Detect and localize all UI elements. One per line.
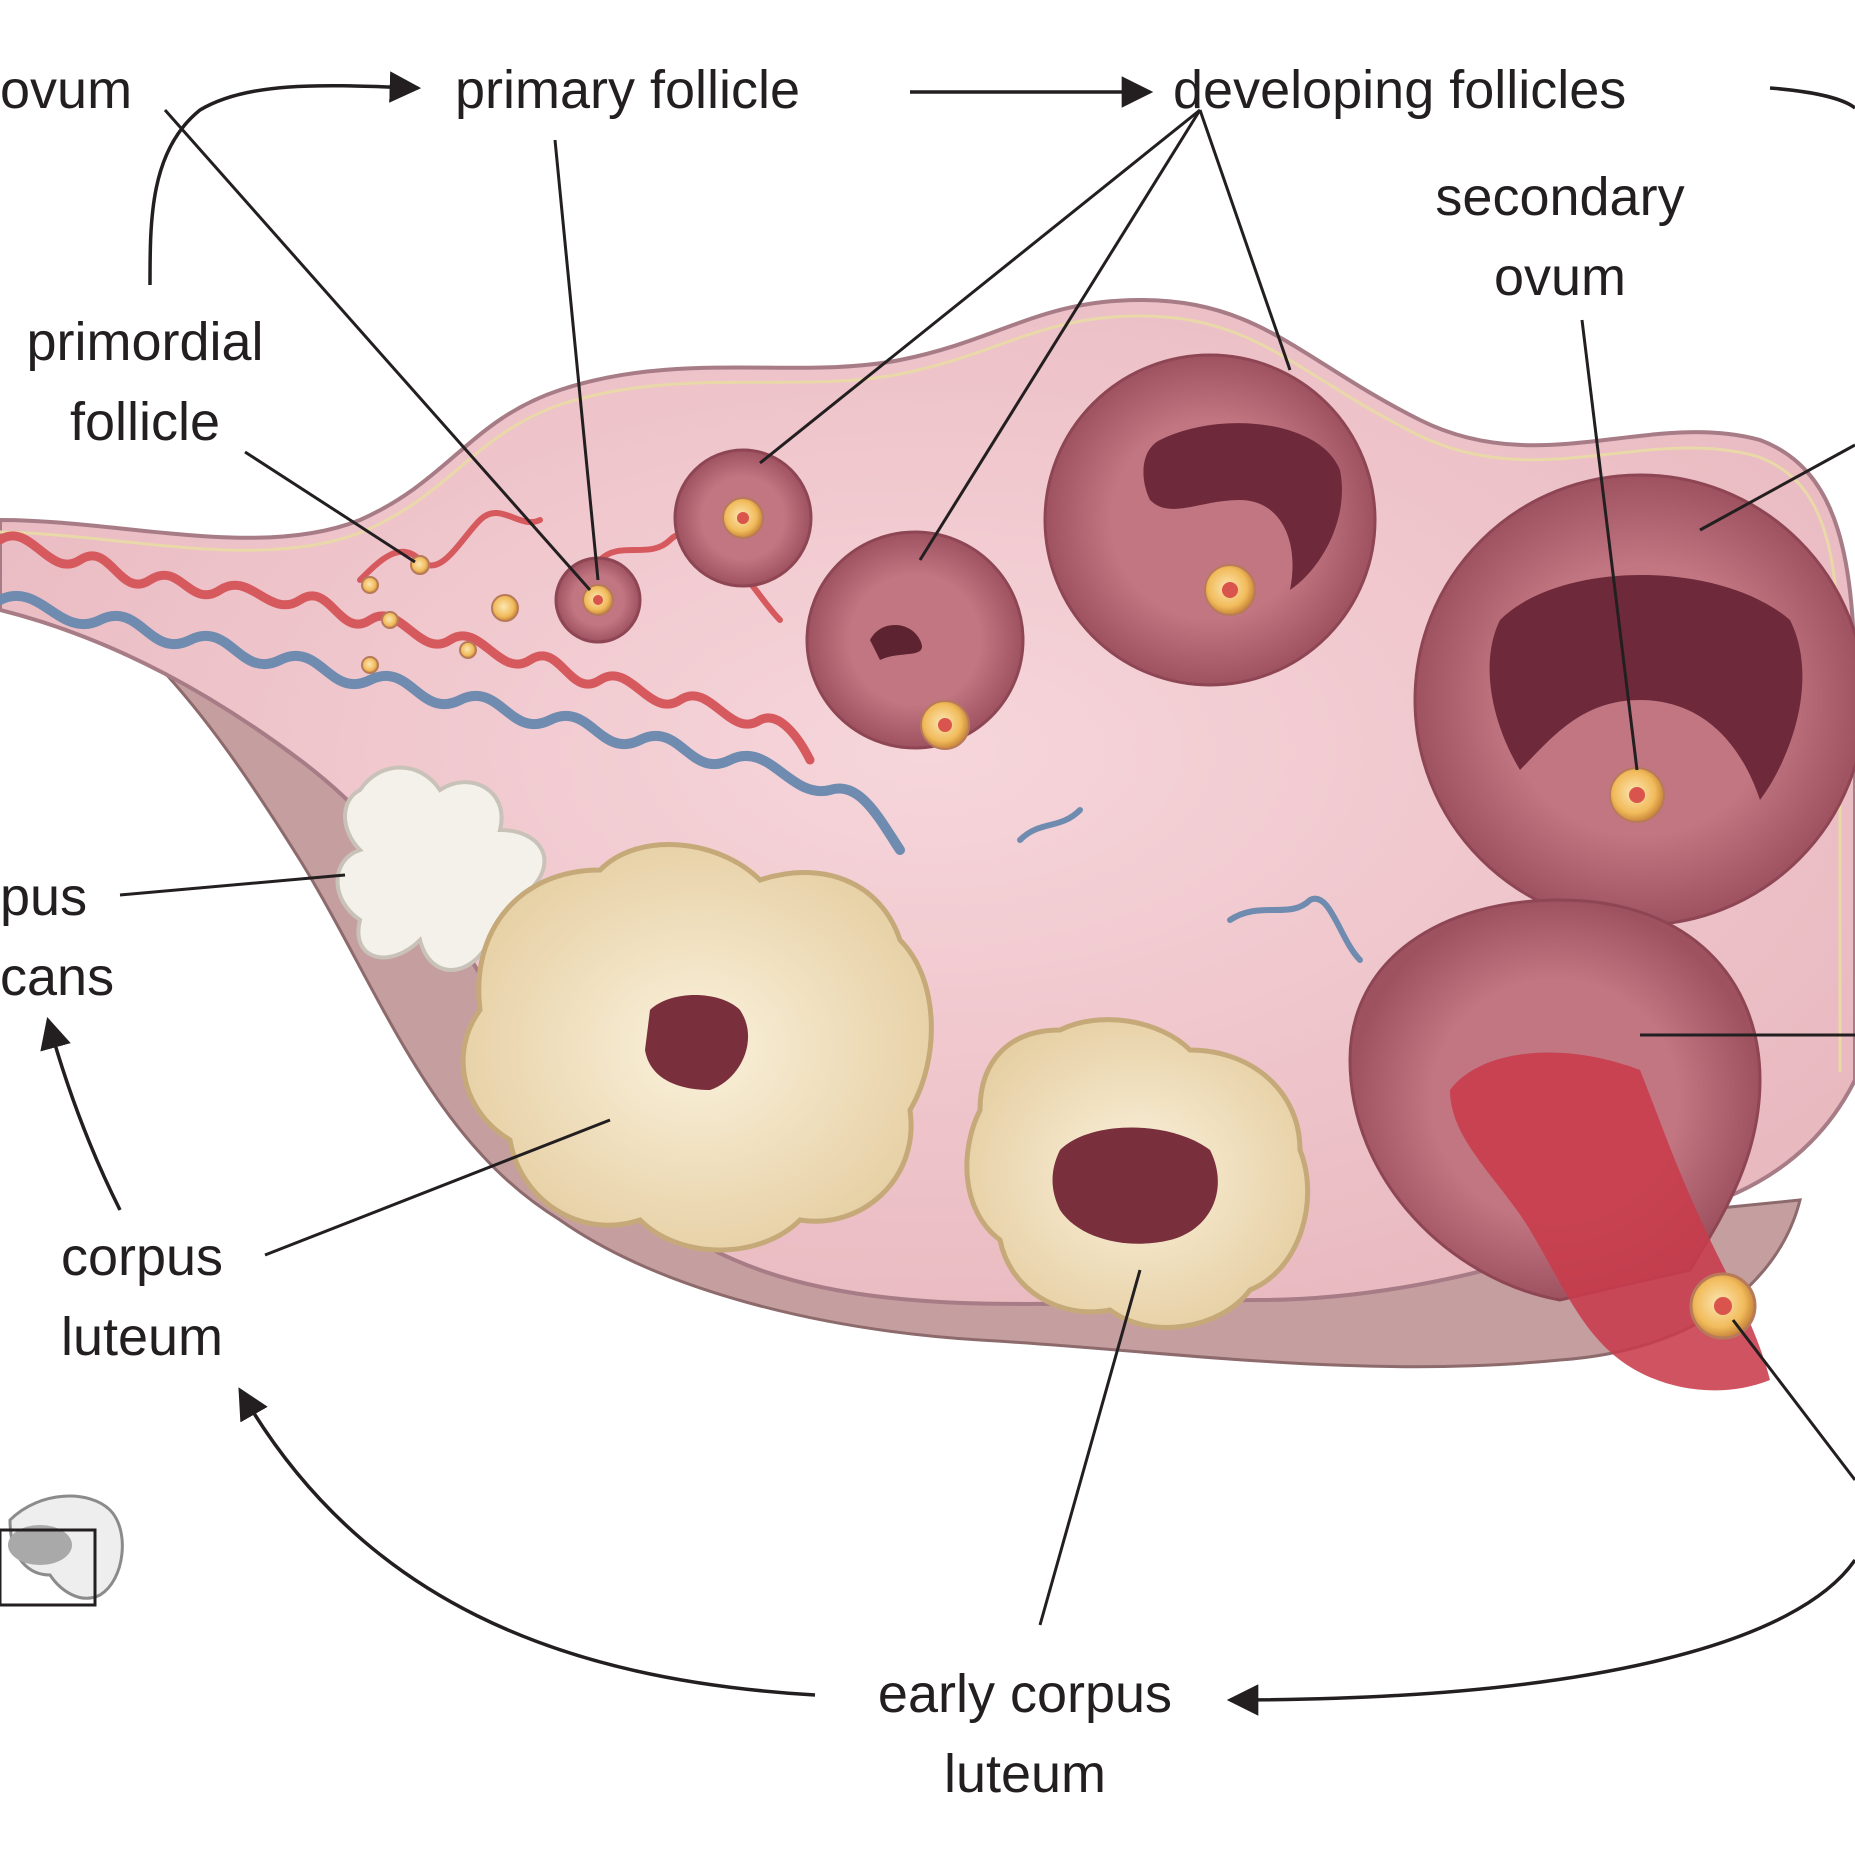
ovary-cortex-line — [0, 314, 1842, 1072]
label-primary-follicle: primary follicle — [455, 60, 800, 120]
cycle-arrows — [40, 71, 1855, 1716]
primordial-follicle — [361, 656, 379, 674]
arrow-ovulation-to-early-luteum — [1226, 1559, 1855, 1716]
label-ovum: ovum — [0, 60, 132, 120]
vein-branch — [1017, 807, 1363, 963]
corpus-luteum-large — [460, 842, 934, 1253]
arrow-developing-to-mature — [1769, 86, 1855, 110]
primary-follicle — [554, 556, 642, 644]
label-corpus-luteum-line1: corpus — [61, 1227, 223, 1287]
mature-follicle — [1413, 473, 1855, 927]
primordial-follicle — [491, 594, 519, 622]
leader-secondary-ovum — [1580, 319, 1639, 771]
developing-follicle-large — [1043, 353, 1377, 687]
primordial-follicles — [361, 555, 519, 674]
label-early-corpus-luteum-line1: early corpus — [878, 1664, 1172, 1724]
leader-corpus-albicans — [119, 873, 346, 897]
primordial-follicle — [410, 555, 430, 575]
early-corpus-luteum — [964, 1017, 1311, 1330]
label-developing-follicles: developing follicles — [1173, 60, 1626, 120]
developing-follicle-medium — [805, 530, 1025, 750]
developing-follicle-small — [673, 448, 813, 588]
inset-highlight-box — [0, 1528, 97, 1607]
label-early-corpus-luteum-line2: luteum — [944, 1744, 1106, 1804]
arrow-luteum-to-albicans — [40, 1016, 122, 1211]
leader-developing-1 — [759, 108, 1201, 465]
label-primordial-follicle-line1: primordial — [26, 312, 263, 372]
labels: ovum primary follicle developing follicl… — [0, 60, 1685, 1804]
leader-early-corpus-luteum — [1038, 1269, 1142, 1626]
label-secondary-ovum-line2: ovum — [1494, 247, 1626, 307]
primordial-follicle — [361, 576, 379, 594]
leader-ovum — [163, 109, 592, 591]
label-corpus-albicans-line1: pus — [0, 867, 87, 927]
vein — [0, 590, 905, 855]
artery — [0, 531, 815, 765]
leader-primordial-follicle — [244, 450, 416, 564]
label-secondary-ovum-line1: secondary — [1435, 167, 1684, 227]
label-primordial-follicle-line2: follicle — [70, 392, 220, 452]
leader-lines — [119, 108, 1855, 1626]
label-corpus-luteum-line2: luteum — [61, 1307, 223, 1367]
primordial-follicle — [459, 641, 477, 659]
leader-developing-2 — [918, 109, 1202, 561]
arrow-early-luteum-to-luteum — [238, 1387, 816, 1697]
leader-mature-follicle — [1699, 443, 1855, 532]
arrow-primordial-to-ovum — [148, 71, 422, 286]
leader-corpus-luteum — [264, 1118, 611, 1257]
leader-primary-follicle — [553, 139, 600, 581]
ruptured-follicle — [1348, 898, 1770, 1391]
primordial-follicle — [381, 611, 399, 629]
leader-developing-3 — [1198, 109, 1292, 371]
blood-vessels — [0, 510, 1363, 963]
ovary-inset-icon — [0, 1494, 124, 1607]
leader-released-ovum — [1731, 1319, 1855, 1481]
label-corpus-albicans-line2: cans — [0, 947, 114, 1007]
